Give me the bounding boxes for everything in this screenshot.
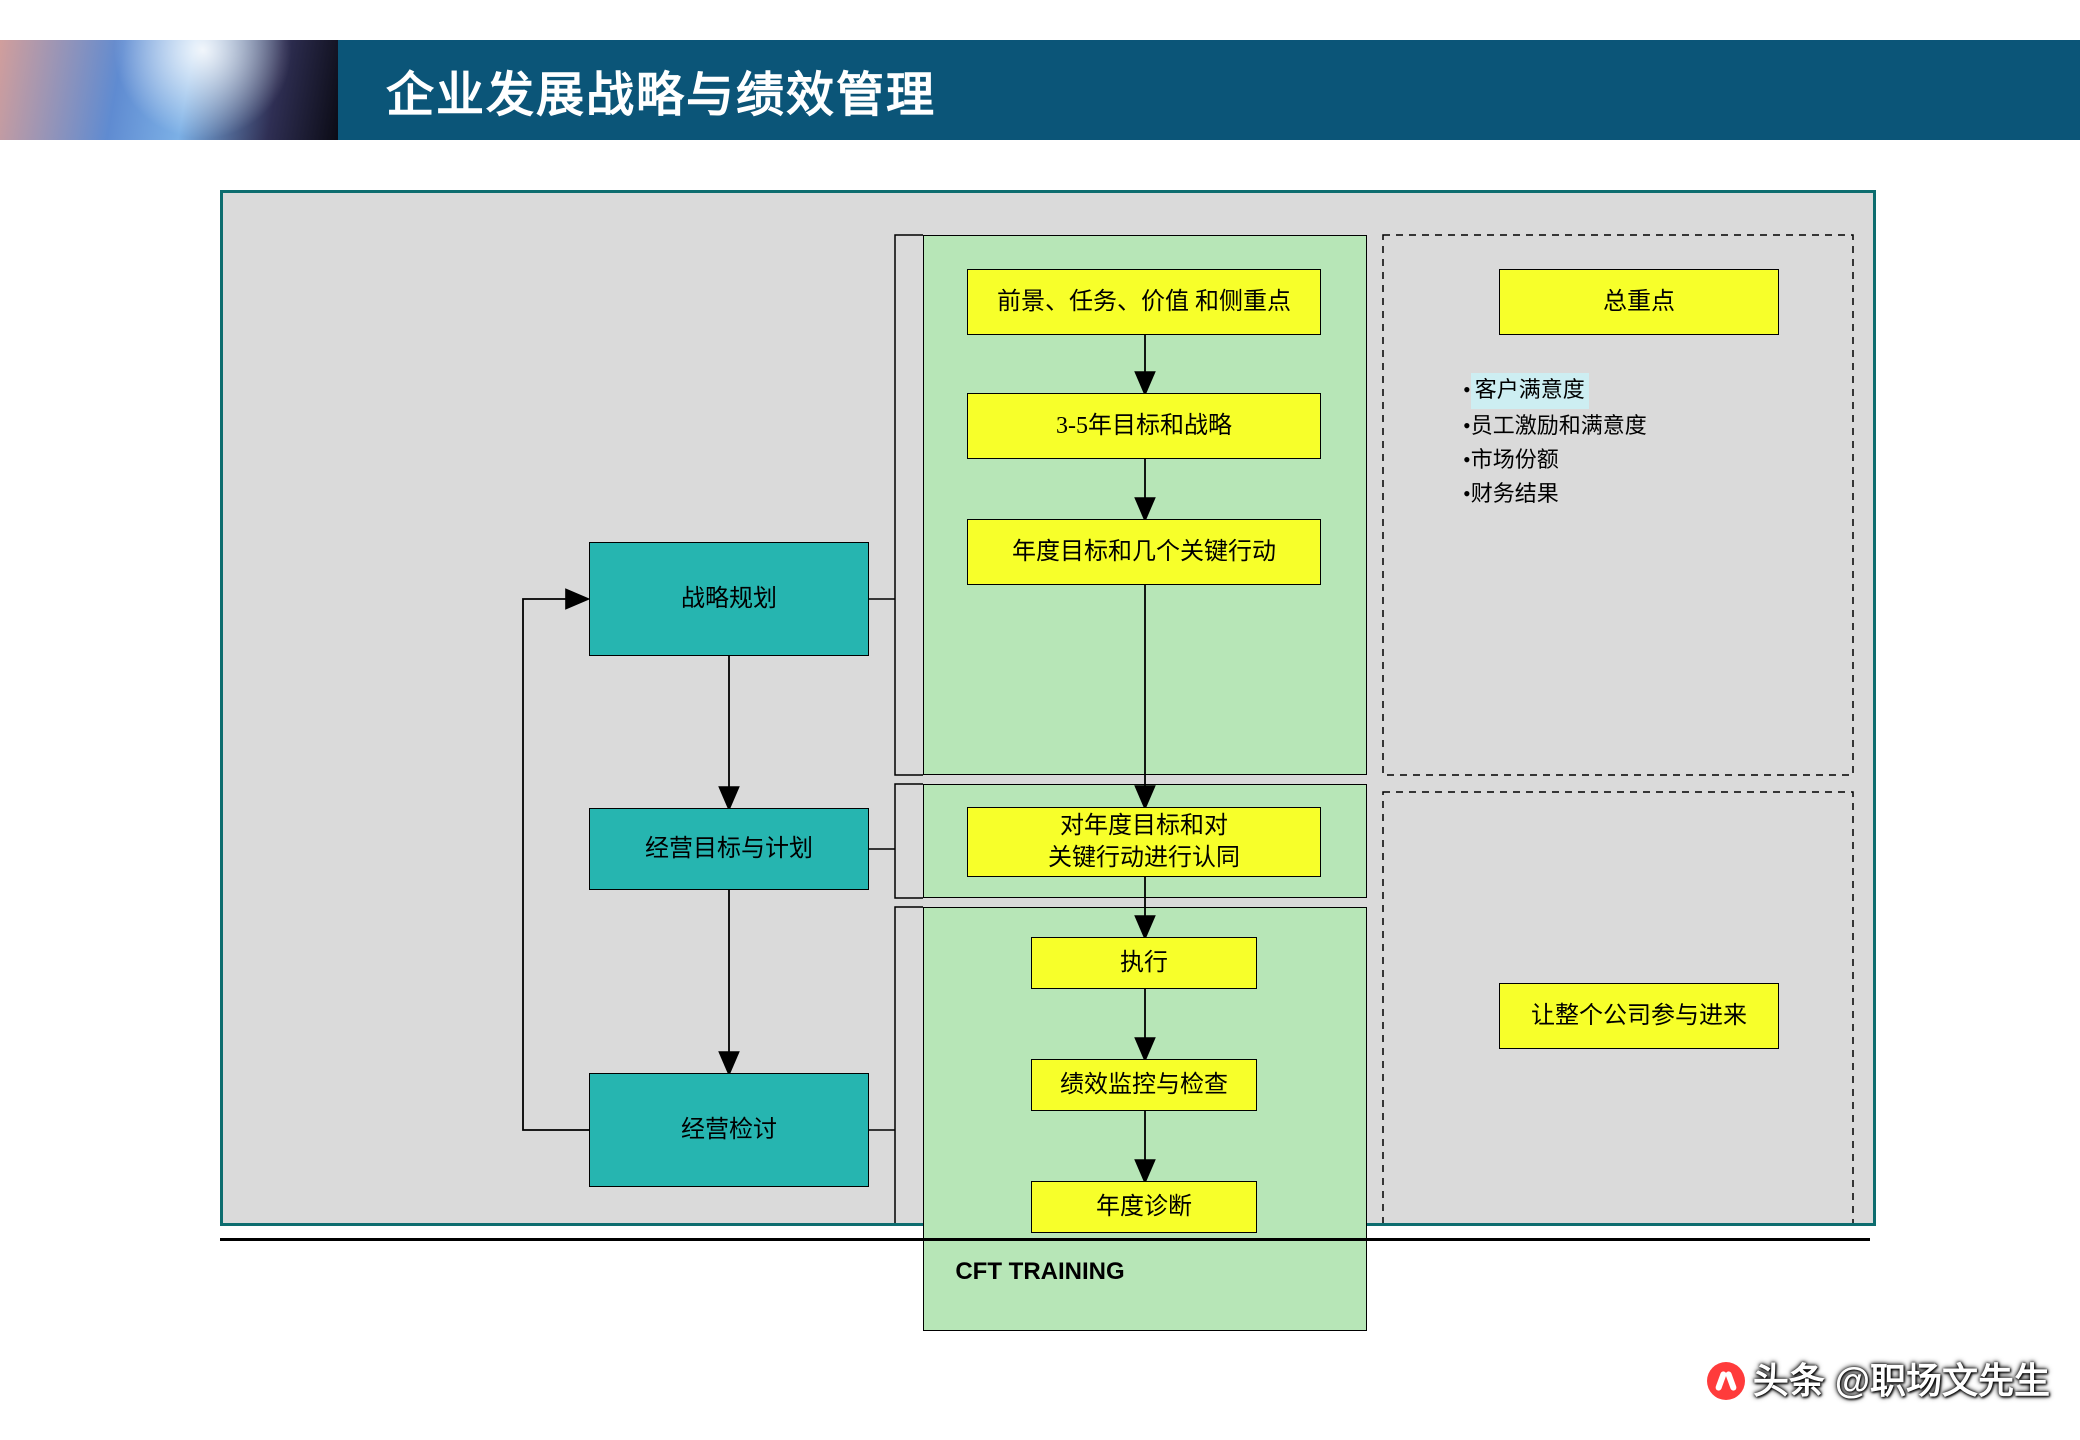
node-label: 年度诊断 (1096, 1191, 1192, 1223)
footer-text: CFT TRAINING (0, 1258, 2080, 1286)
accent-image (0, 40, 338, 140)
node-label: 战略规划 (681, 583, 777, 615)
focus-bullets: •客户满意度 •员工激励和满意度 •市场份额 •财务结果 (1463, 373, 1793, 511)
slide-title: 企业发展战略与绩效管理 (386, 55, 936, 125)
node-3to5: 3-5年目标和战略 (967, 393, 1321, 459)
node-label: 3-5年目标和战略 (1056, 410, 1232, 442)
bullet-item: •财务结果 (1463, 477, 1793, 511)
node-label: 年度目标和几个关键行动 (1012, 536, 1276, 568)
node-overall-focus: 总重点 (1499, 269, 1779, 335)
bullet-text: 财务结果 (1471, 481, 1559, 506)
node-engage-company: 让整个公司参与进来 (1499, 983, 1779, 1049)
node-annual-goals: 年度目标和几个关键行动 (967, 519, 1321, 585)
bullet-item: •市场份额 (1463, 443, 1793, 477)
watermark: 头条 @职场文先生 (1707, 1352, 2050, 1404)
bullet-item: •客户满意度 (1463, 373, 1793, 409)
diagram-canvas: 战略规划 经营目标与计划 经营检讨 前景、任务、价值 和侧重点 3-5年目标和战… (220, 190, 1876, 1226)
node-review: 经营检讨 (589, 1073, 869, 1187)
node-diagnose: 年度诊断 (1031, 1181, 1257, 1233)
node-label: 对年度目标和对 关键行动进行认同 (1048, 810, 1240, 875)
node-execute: 执行 (1031, 937, 1257, 989)
node-label: 让整个公司参与进来 (1531, 1000, 1747, 1032)
footer-rule (220, 1238, 1870, 1241)
slide: 企业发展战略与绩效管理 (0, 0, 2080, 1440)
bullet-text: 市场份额 (1471, 447, 1559, 472)
node-label: 绩效监控与检查 (1060, 1069, 1228, 1101)
watermark-text: 头条 @职场文先生 (1753, 1360, 2050, 1401)
bullet-item: •员工激励和满意度 (1463, 409, 1793, 443)
node-label: 总重点 (1603, 286, 1675, 318)
toutiao-icon (1707, 1362, 1745, 1400)
node-label: 经营目标与计划 (645, 833, 813, 865)
node-label: 经营检讨 (681, 1114, 777, 1146)
node-plan: 经营目标与计划 (589, 808, 869, 890)
bullet-text: 客户满意度 (1471, 373, 1589, 409)
node-monitor: 绩效监控与检查 (1031, 1059, 1257, 1111)
bullet-text: 员工激励和满意度 (1471, 413, 1647, 438)
node-strategy: 战略规划 (589, 542, 869, 656)
title-bar: 企业发展战略与绩效管理 (338, 40, 2080, 140)
node-label: 执行 (1120, 947, 1168, 979)
node-alignment: 对年度目标和对 关键行动进行认同 (967, 807, 1321, 877)
node-label: 前景、任务、价值 和侧重点 (997, 286, 1291, 318)
node-vision: 前景、任务、价值 和侧重点 (967, 269, 1321, 335)
